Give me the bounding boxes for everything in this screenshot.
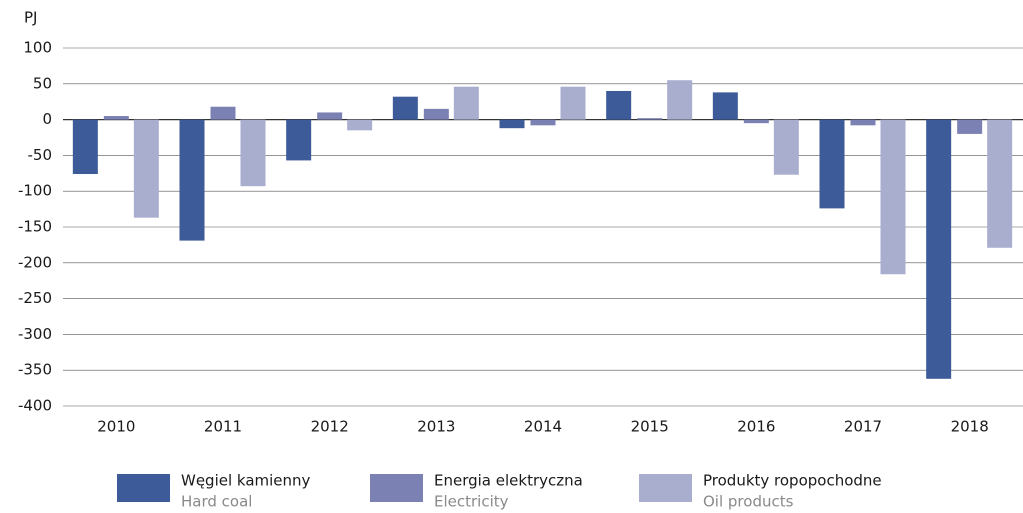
bar <box>347 119 373 131</box>
bar <box>423 108 449 120</box>
bar <box>637 118 663 120</box>
y-tick-label: -200 <box>18 253 52 271</box>
legend-swatch <box>117 474 170 502</box>
y-tick-label: 0 <box>42 110 52 128</box>
bar <box>453 86 479 120</box>
y-tick-label: 50 <box>33 74 52 92</box>
bar <box>667 80 693 120</box>
x-tick-label: 2016 <box>737 418 775 436</box>
bar <box>850 119 876 126</box>
bar <box>317 112 343 120</box>
legend-sublabel: Oil products <box>703 493 794 511</box>
x-tick-label: 2015 <box>631 418 669 436</box>
legend-swatch <box>639 474 692 502</box>
legend-label: Produkty ropopochodne <box>703 472 882 490</box>
x-tick-label: 2013 <box>417 418 455 436</box>
x-tick-label: 2017 <box>844 418 882 436</box>
bar <box>880 119 906 275</box>
bar <box>103 116 129 120</box>
y-tick-label: -50 <box>28 146 53 164</box>
bar <box>286 119 312 161</box>
y-axis-label: PJ <box>24 9 37 27</box>
bar <box>210 106 236 120</box>
y-tick-label: -100 <box>18 182 52 200</box>
bar <box>72 119 98 175</box>
bar <box>606 90 632 120</box>
bar <box>773 119 799 175</box>
x-tick-label: 2018 <box>951 418 989 436</box>
y-tick-label: -250 <box>18 289 52 307</box>
legend-sublabel: Hard coal <box>181 493 252 511</box>
bar <box>560 86 586 120</box>
bar <box>133 119 159 218</box>
bar <box>530 119 556 126</box>
x-tick-label: 2014 <box>524 418 562 436</box>
bar <box>987 119 1013 248</box>
y-tick-label: -150 <box>18 218 52 236</box>
bar <box>926 119 952 379</box>
bar <box>819 119 845 209</box>
bar <box>712 92 738 120</box>
y-tick-label: -350 <box>18 361 52 379</box>
bar <box>743 119 769 124</box>
y-tick-label: -400 <box>18 397 52 415</box>
legend-sublabel: Electricity <box>434 493 509 511</box>
bar <box>499 119 525 129</box>
legend-label: Energia elektryczna <box>434 472 583 490</box>
bar <box>392 96 418 120</box>
bar <box>240 119 266 187</box>
x-tick-label: 2011 <box>204 418 242 436</box>
y-tick-label: 100 <box>23 39 52 57</box>
legend-label: Węgiel kamienny <box>181 472 311 490</box>
x-tick-label: 2012 <box>311 418 349 436</box>
y-tick-label: -300 <box>18 325 52 343</box>
x-tick-label: 2010 <box>97 418 135 436</box>
bar <box>179 119 205 241</box>
bar <box>957 119 983 134</box>
legend-swatch <box>370 474 423 502</box>
